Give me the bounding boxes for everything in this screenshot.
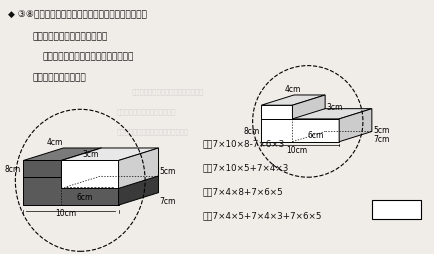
Polygon shape xyxy=(118,148,158,189)
Text: 5cm: 5cm xyxy=(159,167,176,176)
Polygon shape xyxy=(292,96,324,119)
Text: 8cm: 8cm xyxy=(5,165,21,174)
Polygon shape xyxy=(23,165,158,178)
Text: Ⓒ　7×4×8+7×6×5: Ⓒ 7×4×8+7×6×5 xyxy=(202,186,283,195)
Text: Ⓐ　7×10×8-7×6×3: Ⓐ 7×10×8-7×6×3 xyxy=(202,138,285,147)
Text: Ⓑ　7×10×5+7×4×3: Ⓑ 7×10×5+7×4×3 xyxy=(202,162,289,171)
Text: 5cm: 5cm xyxy=(372,125,388,134)
Text: 『まさるがん』算数の学習内容の理解: 『まさるがん』算数の学習内容の理解 xyxy=(131,88,203,94)
Bar xyxy=(371,200,421,219)
Text: 10cm: 10cm xyxy=(285,145,306,154)
Polygon shape xyxy=(61,148,158,161)
Text: 下のように分けて考えました。: 下のように分けて考えました。 xyxy=(32,32,107,41)
Text: 3cm: 3cm xyxy=(82,150,99,158)
Polygon shape xyxy=(261,96,324,106)
Text: 7cm: 7cm xyxy=(159,196,176,205)
Polygon shape xyxy=(23,161,61,178)
Text: 8cm: 8cm xyxy=(243,126,259,135)
Polygon shape xyxy=(261,106,292,119)
Polygon shape xyxy=(23,148,101,161)
Text: 6cm: 6cm xyxy=(76,193,92,201)
Polygon shape xyxy=(261,109,371,119)
Polygon shape xyxy=(61,148,101,178)
Text: ◆ ③⑧　まさるさんは右の形の体積を求めるために，: ◆ ③⑧ まさるさんは右の形の体積を求めるために， xyxy=(8,10,147,19)
Text: 中から選びましょう。: 中から選びましょう。 xyxy=(32,73,85,82)
Text: 4cm: 4cm xyxy=(46,137,62,146)
Text: Ⓓ　7×4×5+7×4×3+7×6×5: Ⓓ 7×4×5+7×4×3+7×6×5 xyxy=(202,210,322,219)
Polygon shape xyxy=(61,161,118,189)
Text: 3cm: 3cm xyxy=(325,103,342,112)
Text: 4cm: 4cm xyxy=(284,85,301,94)
Polygon shape xyxy=(118,165,158,205)
Text: 10cm: 10cm xyxy=(56,208,77,217)
Polygon shape xyxy=(339,109,371,142)
Text: 6cm: 6cm xyxy=(307,131,323,140)
Text: まさるがんが基礀の回数の学習の考察: まさるがんが基礀の回数の学習の考察 xyxy=(116,128,188,135)
Polygon shape xyxy=(23,178,118,205)
Polygon shape xyxy=(261,119,339,142)
Text: 7cm: 7cm xyxy=(372,134,388,143)
Text: まさるさんの考えに合う式をⒶ～Ⓔの: まさるさんの考えに合う式をⒶ～Ⓔの xyxy=(43,53,134,61)
Text: まさるがんの生活の賟求の考察: まさるがんの生活の賟求の考察 xyxy=(116,108,175,115)
